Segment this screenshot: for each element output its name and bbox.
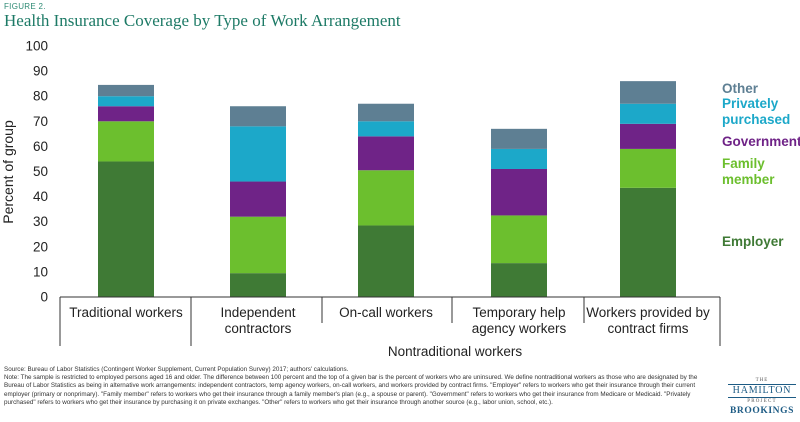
bar-segment-other-1 [98, 84, 154, 97]
bar-segment-privately-purchased-2 [230, 126, 286, 182]
y-tick-label: 100 [25, 39, 48, 54]
y-tick-label: 60 [33, 139, 48, 154]
logo-project: PROJECT [747, 399, 777, 404]
logo-the: THE [755, 378, 769, 383]
bar-segment-government-4 [491, 168, 547, 216]
category-label: Independent [220, 305, 295, 320]
logo-brookings: BROOKINGS [730, 406, 794, 416]
group-label: Nontraditional workers [388, 344, 523, 359]
y-tick-label: 30 [33, 214, 48, 229]
y-tick-label: 40 [33, 189, 48, 204]
bar-segment-other-2 [230, 106, 286, 127]
legend-label-government: Government [722, 134, 800, 149]
bar-segment-privately-purchased-1 [98, 96, 154, 107]
bar-segment-government-2 [230, 181, 286, 217]
legend-label-family-member: Family [722, 156, 765, 171]
bar-segment-privately-purchased-3 [358, 121, 414, 137]
legend-label-family-member: member [722, 172, 775, 187]
bar-segment-government-1 [98, 106, 154, 122]
legend-label-privately-purchased: purchased [722, 112, 790, 127]
bar-segment-family-member-5 [620, 148, 676, 188]
bar-segment-other-3 [358, 103, 414, 122]
category-label: agency workers [472, 321, 567, 336]
axes-layer: 0 10 20 30 40 50 60 70 80 90 100 Percent of group Tr… [0, 39, 721, 359]
bar-segment-family-member-1 [98, 121, 154, 162]
stacked-bar-chart: 0 10 20 30 40 50 60 70 80 90 100 Percent of group Tr… [0, 39, 800, 360]
logo-hamilton: HAMILTON [728, 384, 796, 398]
y-tick-label: 10 [33, 264, 48, 279]
y-tick-label: 80 [33, 89, 48, 104]
y-tick-label: 50 [33, 164, 48, 179]
category-label: contractors [225, 321, 292, 336]
bars-layer [98, 81, 676, 297]
methodology-note: Note: The sample is restricted to employ… [4, 374, 698, 406]
bar-segment-privately-purchased-5 [620, 103, 676, 124]
y-tick-label: 20 [33, 239, 48, 254]
figure-label: FIGURE 2. [4, 2, 46, 11]
category-label: Workers provided by [586, 305, 710, 320]
legend-label-privately-purchased: Privately [722, 96, 779, 111]
y-tick-label: 70 [33, 114, 48, 129]
y-axis-label: Percent of group [0, 120, 16, 224]
category-label: contract firms [607, 321, 688, 336]
bar-segment-family-member-2 [230, 216, 286, 274]
bar-segment-employer-1 [98, 161, 154, 297]
hamilton-brookings-logo: THE HAMILTON PROJECT BROOKINGS [728, 378, 796, 417]
category-label: On-call workers [339, 305, 433, 320]
bar-segment-employer-2 [230, 273, 286, 297]
source-note: Source: Bureau of Labor Statistics (Cont… [4, 366, 349, 373]
bar-segment-employer-3 [358, 225, 414, 297]
bar-segment-employer-5 [620, 187, 676, 297]
chart-notes: Source: Bureau of Labor Statistics (Cont… [4, 366, 716, 407]
bar-segment-family-member-4 [491, 215, 547, 264]
category-label: Temporary help [472, 305, 565, 320]
y-tick-label: 90 [33, 64, 48, 79]
chart-title: Health Insurance Coverage by Type of Wor… [4, 11, 401, 30]
bar-segment-privately-purchased-4 [491, 148, 547, 169]
bar-segment-other-5 [620, 81, 676, 104]
bar-segment-government-3 [358, 136, 414, 171]
y-tick-label: 0 [40, 290, 48, 305]
bar-segment-family-member-3 [358, 170, 414, 226]
legend-label-other: Other [722, 81, 759, 96]
category-label: Traditional workers [69, 305, 183, 320]
bar-segment-other-4 [491, 128, 547, 149]
bar-segment-government-5 [620, 123, 676, 149]
legend-label-employer: Employer [722, 234, 784, 249]
bar-segment-employer-4 [491, 263, 547, 297]
